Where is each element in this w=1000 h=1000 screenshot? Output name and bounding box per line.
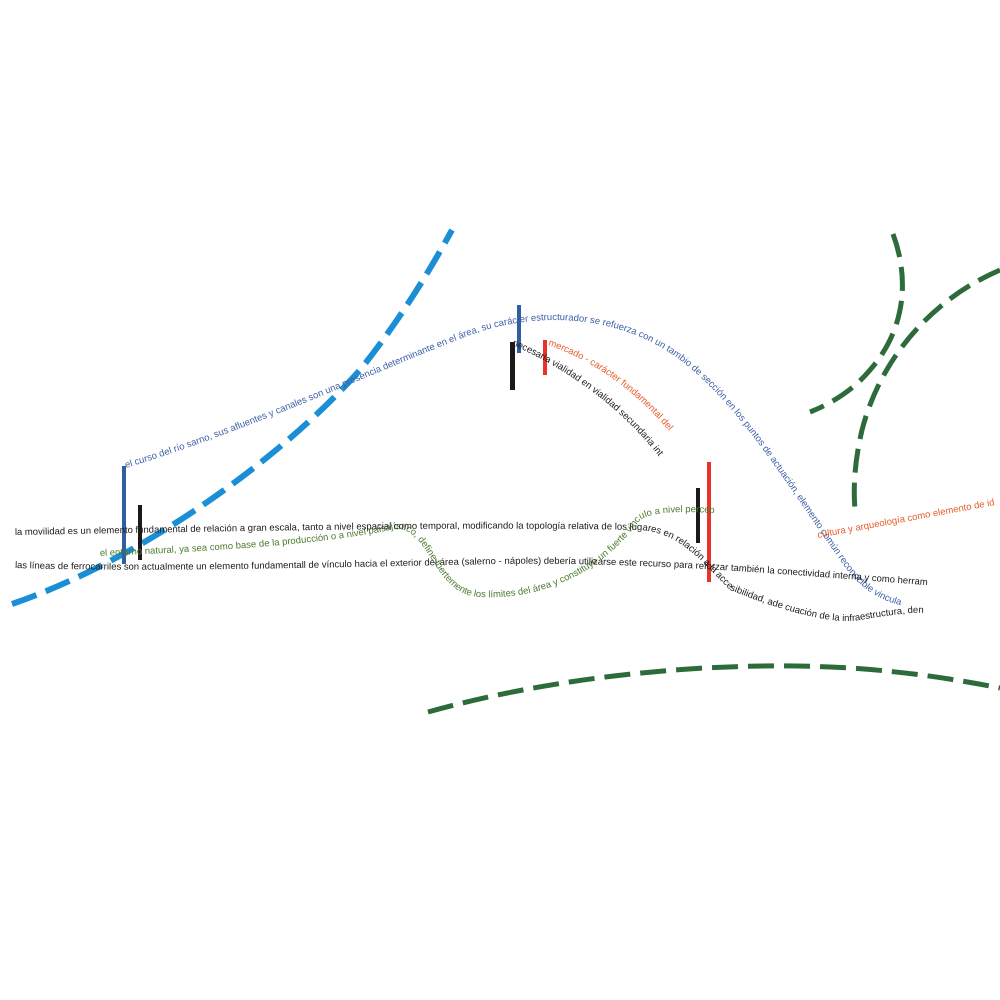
green-arc-upper (810, 234, 902, 412)
marker-black-right (696, 488, 700, 543)
green-arc-lower (854, 270, 1000, 510)
mercado-text: mercado - carácter fundamental del lugar (0, 0, 677, 435)
entorno-natural-text: el entorno natural, ya sea como base de … (0, 0, 715, 600)
green-arc-bottom (428, 666, 1000, 712)
rio-sarno-text: el curso del río sarno, sus afluentes y … (0, 0, 903, 608)
movilidad-text: la movilidad es un elemento fundamental … (0, 0, 924, 624)
lineas-ferroviarias-text: las líneas de ferrocarriles son actualme… (0, 0, 928, 588)
